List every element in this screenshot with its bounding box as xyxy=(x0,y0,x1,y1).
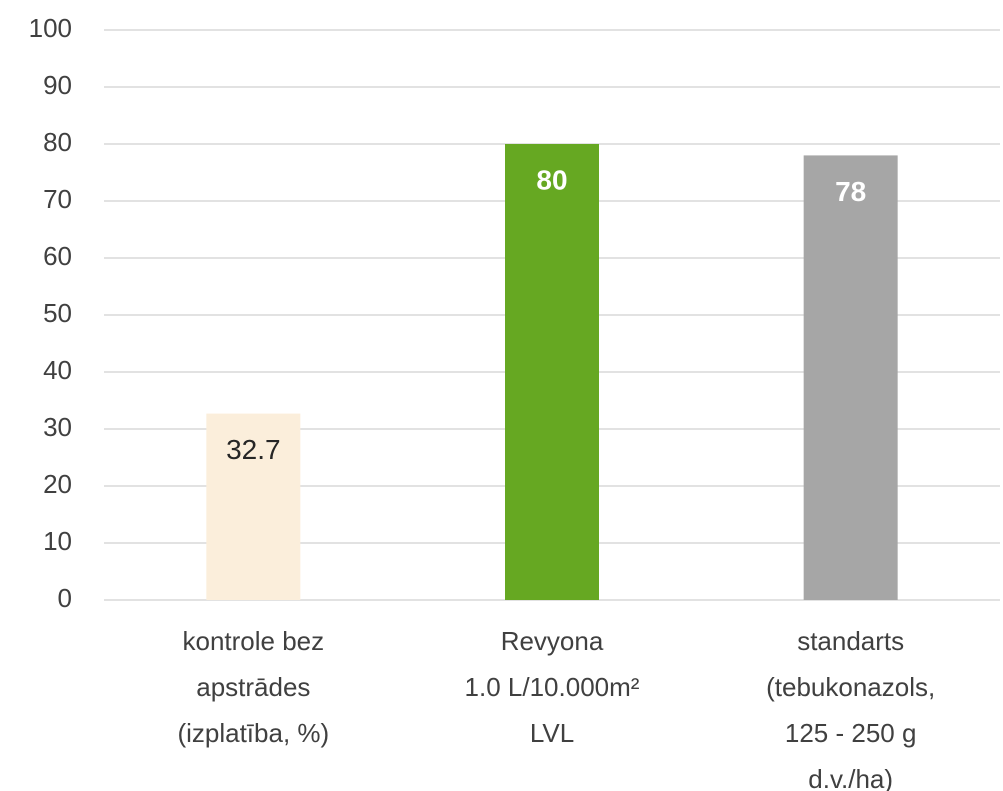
x-tick-label: d.v./ha) xyxy=(808,764,893,791)
x-tick-label: (tebukonazols, xyxy=(766,672,935,702)
bar xyxy=(803,155,898,600)
x-tick-label: LVL xyxy=(530,718,574,748)
y-tick-label: 0 xyxy=(58,583,72,613)
y-tick-label: 100 xyxy=(29,13,72,43)
y-tick-label: 10 xyxy=(43,526,72,556)
y-tick-label: 80 xyxy=(43,127,72,157)
x-tick-label: standarts xyxy=(797,626,904,656)
value-label: 78 xyxy=(835,176,866,207)
y-tick-label: 20 xyxy=(43,469,72,499)
x-tick-label: kontrole bez xyxy=(183,626,325,656)
bar xyxy=(505,144,599,600)
bar xyxy=(206,413,301,600)
x-tick-label: Revyona xyxy=(501,626,604,656)
value-label: 32.7 xyxy=(226,434,281,465)
value-label: 80 xyxy=(536,164,567,195)
x-tick-label: apstrādes xyxy=(196,672,310,702)
y-tick-label: 70 xyxy=(43,184,72,214)
y-tick-label: 40 xyxy=(43,355,72,385)
y-tick-label: 30 xyxy=(43,412,72,442)
x-tick-label: 1.0 L/10.000m² xyxy=(465,672,640,702)
y-tick-label: 90 xyxy=(43,70,72,100)
y-tick-label: 60 xyxy=(43,241,72,271)
x-tick-label: (izplatība, %) xyxy=(177,718,329,748)
x-tick-label: 125 - 250 g xyxy=(785,718,917,748)
y-tick-label: 50 xyxy=(43,298,72,328)
